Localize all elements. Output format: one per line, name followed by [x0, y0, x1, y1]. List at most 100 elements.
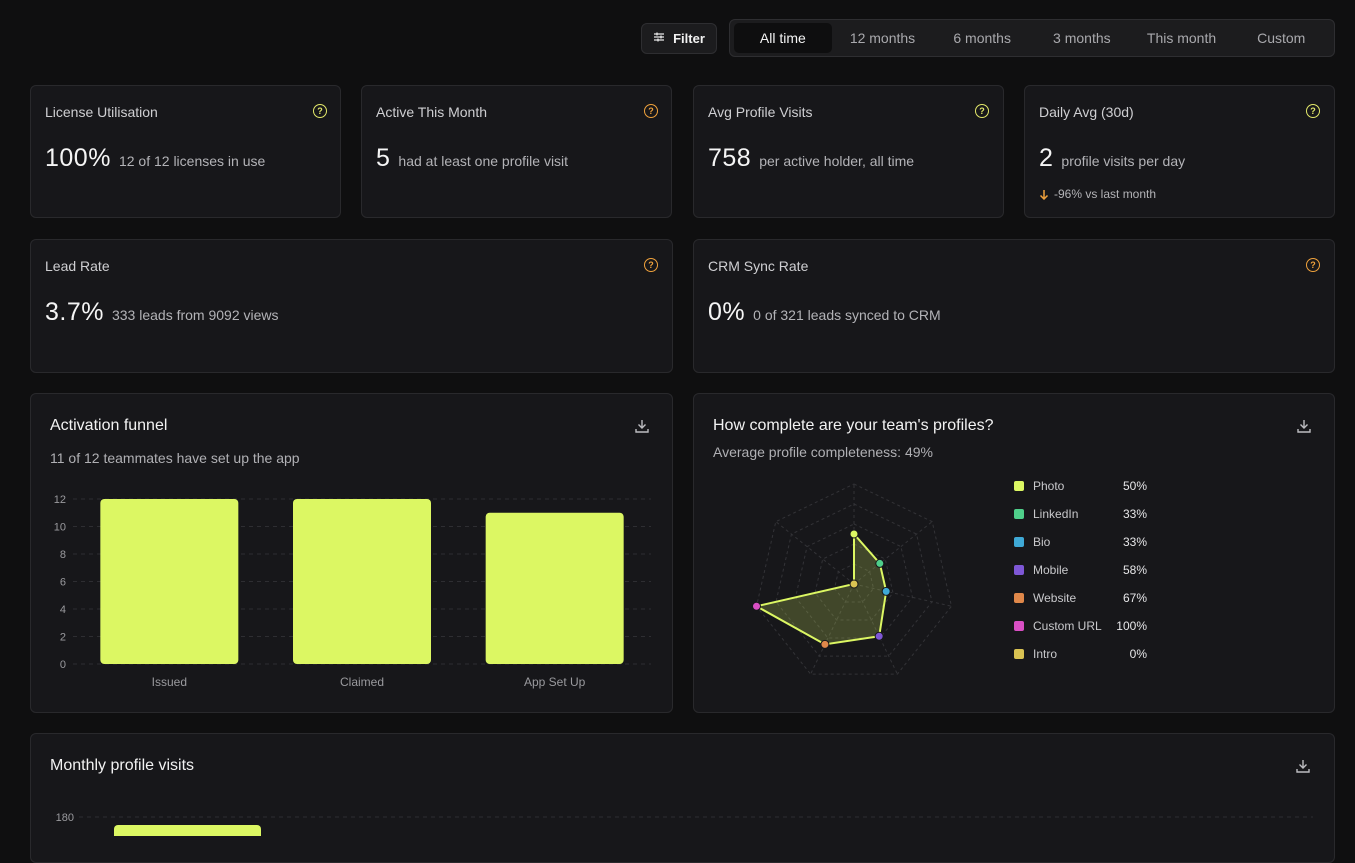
radar-axis: [853, 521, 933, 585]
range-tab-all-time[interactable]: All time: [734, 23, 832, 53]
card-title: Activation funnel: [50, 417, 168, 434]
download-icon[interactable]: [1296, 418, 1312, 434]
radar-grid-ring: [775, 503, 933, 657]
legend-item: Intro 0%: [1014, 647, 1147, 661]
legend-label: Mobile: [1033, 563, 1069, 577]
legend-item: LinkedIn 33%: [1014, 507, 1147, 521]
legend-label: Intro: [1033, 647, 1058, 661]
y-tick-label: 4: [60, 604, 66, 616]
legend-label: Photo: [1033, 479, 1065, 493]
radar-axis: [853, 583, 898, 675]
monthly-visits-chart: 180: [56, 812, 1313, 836]
legend-swatch: [1014, 509, 1024, 519]
time-range-selector: All time 12 months 6 months 3 months Thi…: [729, 19, 1335, 57]
x-tick-label: Issued: [152, 675, 187, 689]
kpi-value: 3.7%: [45, 298, 104, 326]
radar-area: [753, 531, 888, 646]
kpi-card-visits: Avg Profile Visits ? 758 per active hold…: [693, 85, 1004, 218]
legend-value: 33%: [1122, 507, 1147, 521]
radar-point: [881, 586, 891, 596]
y-tick-label: 6: [60, 577, 66, 589]
legend-value: 0%: [1129, 647, 1147, 661]
kpi-subtext: 333 leads from 9092 views: [111, 307, 279, 323]
arrow-down-icon: [1039, 189, 1049, 200]
legend-item: Mobile 58%: [1014, 563, 1147, 577]
download-icon[interactable]: [634, 418, 650, 434]
activation-funnel-card: Activation funnel 11 of 12 teammates hav…: [30, 393, 673, 713]
monthly-visits-card: Monthly profile visits 180: [30, 733, 1335, 863]
kpi-subtext: had at least one profile visit: [398, 153, 569, 169]
range-tab-this-month[interactable]: This month: [1146, 30, 1217, 46]
kpi-value: 2: [1039, 144, 1054, 172]
card-title: How complete are your team's profiles?: [713, 417, 994, 434]
legend-label: LinkedIn: [1033, 507, 1079, 521]
legend-item: Custom URL 100%: [1014, 619, 1147, 633]
radar-grid-ring: [833, 563, 875, 603]
monthly-bar: [114, 825, 261, 836]
legend-label: Website: [1033, 591, 1077, 605]
download-icon[interactable]: [1295, 758, 1311, 774]
kpi-subtext: 0 of 321 leads synced to CRM: [753, 307, 941, 323]
kpi-value: 100%: [45, 144, 111, 172]
radar-axis: [853, 583, 952, 607]
filter-button[interactable]: Filter: [641, 23, 717, 54]
radar-axis: [810, 583, 855, 675]
kpi-label: Lead Rate: [45, 258, 110, 274]
radar-axis: [775, 521, 855, 585]
card-subtitle: 11 of 12 teammates have set up the app: [50, 450, 300, 466]
legend-swatch: [1014, 481, 1024, 491]
sliders-icon: [653, 31, 665, 46]
legend-swatch: [1014, 593, 1024, 603]
radar-point: [849, 529, 859, 539]
legend-value: 33%: [1122, 535, 1147, 549]
help-icon[interactable]: ?: [975, 104, 989, 118]
legend-swatch: [1014, 537, 1024, 547]
funnel-bar: [100, 499, 239, 664]
card-title: Monthly profile visits: [50, 757, 195, 774]
card-subtitle: Average profile completeness: 49%: [713, 444, 933, 460]
legend-value: 50%: [1122, 479, 1147, 493]
trend-indicator: -96% vs last month: [1039, 187, 1156, 201]
legend-value: 67%: [1122, 591, 1147, 605]
radar-grid-ring: [814, 543, 894, 621]
x-tick-label: App Set Up: [524, 675, 586, 689]
kpi-label: Daily Avg (30d): [1039, 104, 1134, 120]
help-icon[interactable]: ?: [1306, 258, 1320, 272]
y-tick-label: 2: [60, 632, 66, 644]
filter-label: Filter: [673, 31, 705, 46]
profile-completeness-card: How complete are your team's profiles? A…: [693, 393, 1335, 713]
funnel-bar: [485, 512, 624, 664]
radar-point: [875, 558, 885, 568]
legend-swatch: [1014, 621, 1024, 631]
kpi-subtext: profile visits per day: [1061, 153, 1186, 169]
range-tab-6-months[interactable]: 6 months: [953, 30, 1011, 46]
help-icon[interactable]: ?: [644, 258, 658, 272]
kpi-card-daily: Daily Avg (30d) ? 2 profile visits per d…: [1024, 85, 1335, 218]
kpi-label: Active This Month: [376, 104, 488, 120]
radar-grid-ring: [794, 523, 914, 639]
kpi-label: CRM Sync Rate: [708, 258, 809, 274]
kpi-card-active: Active This Month ? 5 had at least one p…: [361, 85, 672, 218]
legend-swatch: [1014, 649, 1024, 659]
kpi-card-crm-sync: CRM Sync Rate ? 0% 0 of 321 leads synced…: [693, 239, 1335, 373]
radar-point: [752, 601, 762, 611]
kpi-value: 758: [708, 144, 752, 172]
legend-swatch: [1014, 565, 1024, 575]
kpi-value: 0%: [708, 298, 746, 326]
kpi-value: 5: [376, 144, 391, 172]
help-icon[interactable]: ?: [313, 104, 327, 118]
trend-text: -96% vs last month: [1054, 187, 1157, 201]
range-tab-3-months[interactable]: 3 months: [1053, 30, 1111, 46]
funnel-bar: [293, 499, 431, 664]
radar-point: [820, 639, 830, 649]
y-tick-label: 12: [54, 494, 66, 506]
range-tab-12-months[interactable]: 12 months: [849, 30, 916, 46]
activation-funnel-chart: 0 2 4 6 8 10 12 Issued Claimed App Set Up: [54, 494, 651, 689]
range-tab-custom[interactable]: Custom: [1257, 30, 1306, 46]
kpi-subtext: 12 of 12 licenses in use: [118, 153, 266, 169]
y-tick-label: 180: [56, 812, 74, 824]
kpi-card-lead-rate: Lead Rate ? 3.7% 333 leads from 9092 vie…: [30, 239, 673, 373]
help-icon[interactable]: ?: [644, 104, 658, 118]
help-icon[interactable]: ?: [1306, 104, 1320, 118]
kpi-subtext: per active holder, all time: [759, 153, 915, 169]
